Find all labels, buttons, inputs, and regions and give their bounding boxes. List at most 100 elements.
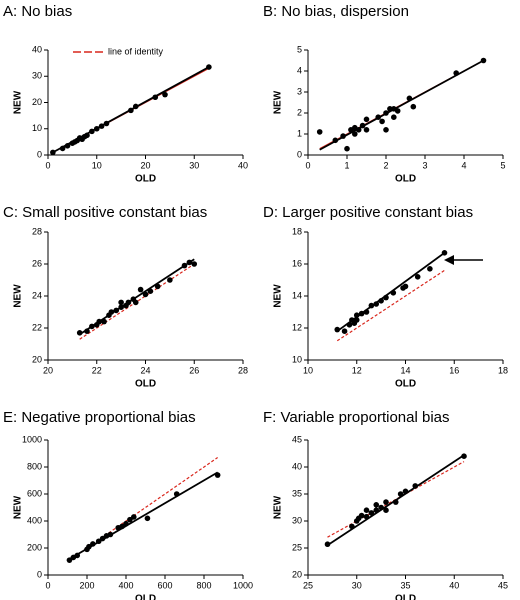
y-tick-label: 22 — [32, 322, 42, 332]
point — [453, 70, 460, 76]
x-tick-label: 14 — [400, 365, 410, 375]
y-tick-label: 800 — [27, 461, 42, 471]
point — [132, 103, 139, 110]
point — [346, 322, 353, 328]
point — [214, 472, 221, 478]
x-axis-label: OLD — [135, 174, 156, 185]
point — [359, 122, 366, 129]
x-tick-label: 26 — [189, 365, 199, 375]
point — [93, 125, 100, 132]
y-tick-label: 10 — [292, 354, 302, 364]
x-tick-label: 10 — [92, 160, 102, 170]
point — [375, 114, 382, 120]
y-tick-label: 4 — [297, 65, 302, 75]
point — [363, 116, 370, 123]
point — [66, 557, 73, 563]
x-tick-label: 600 — [157, 580, 172, 590]
point — [113, 307, 120, 314]
y-tick-label: 0 — [37, 569, 42, 579]
y-tick-label: 400 — [27, 515, 42, 525]
x-axis-label: OLD — [395, 594, 416, 600]
x-tick-label: 4 — [461, 160, 466, 170]
x-tick-label: 1 — [344, 160, 349, 170]
y-tick-label: 1000 — [22, 434, 42, 444]
y-axis-label: NEW — [13, 495, 24, 519]
y-axis-label: NEW — [13, 90, 24, 114]
point — [352, 131, 358, 137]
point — [390, 290, 397, 296]
point — [127, 516, 133, 523]
x-tick-label: 18 — [498, 365, 508, 375]
point — [96, 318, 102, 325]
point — [363, 127, 370, 133]
y-tick-label: 3 — [297, 86, 302, 96]
y-tick-label: 20 — [32, 354, 42, 364]
point — [132, 299, 139, 306]
point — [373, 507, 380, 513]
point — [363, 507, 370, 513]
arrow-annotation — [444, 255, 483, 265]
panel-title: F: Variable proportional bias — [263, 409, 450, 426]
x-tick-label: 16 — [449, 365, 459, 375]
point — [355, 127, 362, 133]
point — [363, 513, 370, 520]
y-tick-label: 600 — [27, 488, 42, 498]
point — [173, 491, 180, 497]
point — [368, 302, 375, 309]
y-tick-label: 24 — [32, 290, 42, 300]
x-tick-label: 10 — [303, 365, 313, 375]
y-tick-label: 25 — [292, 542, 302, 552]
y-tick-label: 12 — [292, 322, 302, 332]
point — [394, 108, 401, 114]
x-tick-label: 800 — [196, 580, 211, 590]
point — [373, 301, 380, 307]
x-tick-label: 400 — [118, 580, 133, 590]
point — [358, 310, 365, 317]
point — [142, 291, 149, 298]
point — [363, 309, 370, 315]
x-axis-label: OLD — [135, 594, 156, 600]
x-tick-label: 2 — [383, 160, 388, 170]
point — [64, 143, 71, 149]
x-tick-label: 30 — [189, 160, 199, 170]
x-tick-label: 22 — [92, 365, 102, 375]
point — [373, 502, 380, 508]
point — [144, 515, 151, 522]
x-tick-label: 45 — [498, 580, 508, 590]
x-tick-label: 12 — [352, 365, 362, 375]
point — [98, 123, 105, 129]
point — [461, 453, 467, 460]
point — [206, 64, 212, 70]
x-tick-label: 0 — [45, 580, 50, 590]
y-tick-label: 18 — [292, 226, 302, 236]
point — [89, 128, 95, 135]
point — [86, 543, 92, 550]
point — [84, 132, 90, 139]
point — [59, 145, 66, 152]
identity-line — [336, 269, 445, 342]
point — [427, 266, 433, 272]
panel-title: E: Negative proportional bias — [3, 409, 196, 426]
y-tick-label: 35 — [292, 488, 302, 498]
x-tick-label: 25 — [303, 580, 313, 590]
y-tick-label: 45 — [292, 434, 302, 444]
point — [402, 488, 409, 495]
point — [406, 95, 413, 102]
x-tick-label: 30 — [352, 580, 362, 590]
x-tick-label: 20 — [43, 365, 53, 375]
point — [76, 330, 83, 336]
y-tick-label: 1 — [297, 128, 302, 138]
y-tick-label: 28 — [32, 226, 42, 236]
y-tick-label: 0 — [37, 149, 42, 159]
point — [402, 283, 409, 290]
x-tick-label: 200 — [79, 580, 94, 590]
point — [123, 520, 129, 527]
panel-title: B: No bias, dispersion — [263, 3, 409, 20]
point — [89, 323, 95, 330]
legend-label: line of identity — [108, 46, 164, 56]
y-axis-label: NEW — [273, 495, 284, 519]
point — [154, 283, 161, 290]
panel-title: C: Small positive constant bias — [3, 204, 207, 221]
panel-title: D: Larger positive constant bias — [263, 204, 473, 221]
point — [383, 110, 389, 116]
